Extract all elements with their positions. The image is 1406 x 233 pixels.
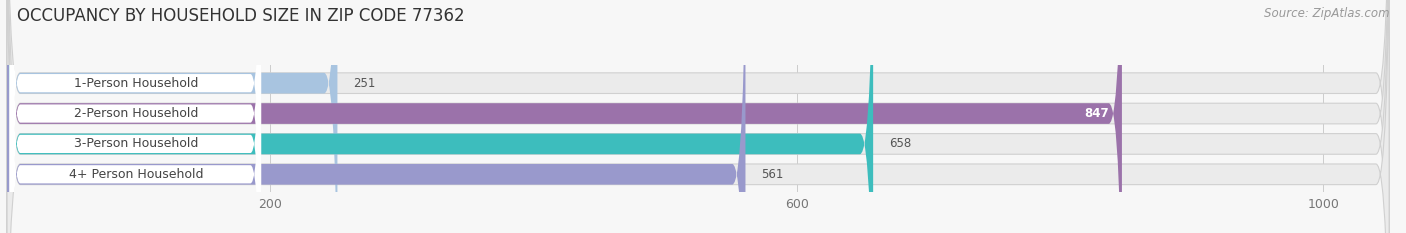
FancyBboxPatch shape [10, 0, 262, 233]
Text: 847: 847 [1084, 107, 1109, 120]
FancyBboxPatch shape [7, 0, 745, 233]
Text: Source: ZipAtlas.com: Source: ZipAtlas.com [1264, 7, 1389, 20]
FancyBboxPatch shape [7, 0, 1389, 233]
Text: 3-Person Household: 3-Person Household [75, 137, 198, 151]
Text: 4+ Person Household: 4+ Person Household [69, 168, 204, 181]
FancyBboxPatch shape [7, 0, 1389, 233]
Text: 561: 561 [761, 168, 783, 181]
FancyBboxPatch shape [7, 0, 1389, 233]
Text: 2-Person Household: 2-Person Household [75, 107, 198, 120]
FancyBboxPatch shape [10, 0, 262, 233]
FancyBboxPatch shape [10, 0, 262, 233]
FancyBboxPatch shape [7, 0, 337, 233]
Text: 251: 251 [353, 77, 375, 90]
FancyBboxPatch shape [7, 0, 1389, 233]
FancyBboxPatch shape [7, 0, 1122, 233]
Text: OCCUPANCY BY HOUSEHOLD SIZE IN ZIP CODE 77362: OCCUPANCY BY HOUSEHOLD SIZE IN ZIP CODE … [17, 7, 464, 25]
FancyBboxPatch shape [7, 0, 873, 233]
Text: 1-Person Household: 1-Person Household [75, 77, 198, 90]
Text: 658: 658 [889, 137, 911, 151]
FancyBboxPatch shape [10, 0, 262, 233]
